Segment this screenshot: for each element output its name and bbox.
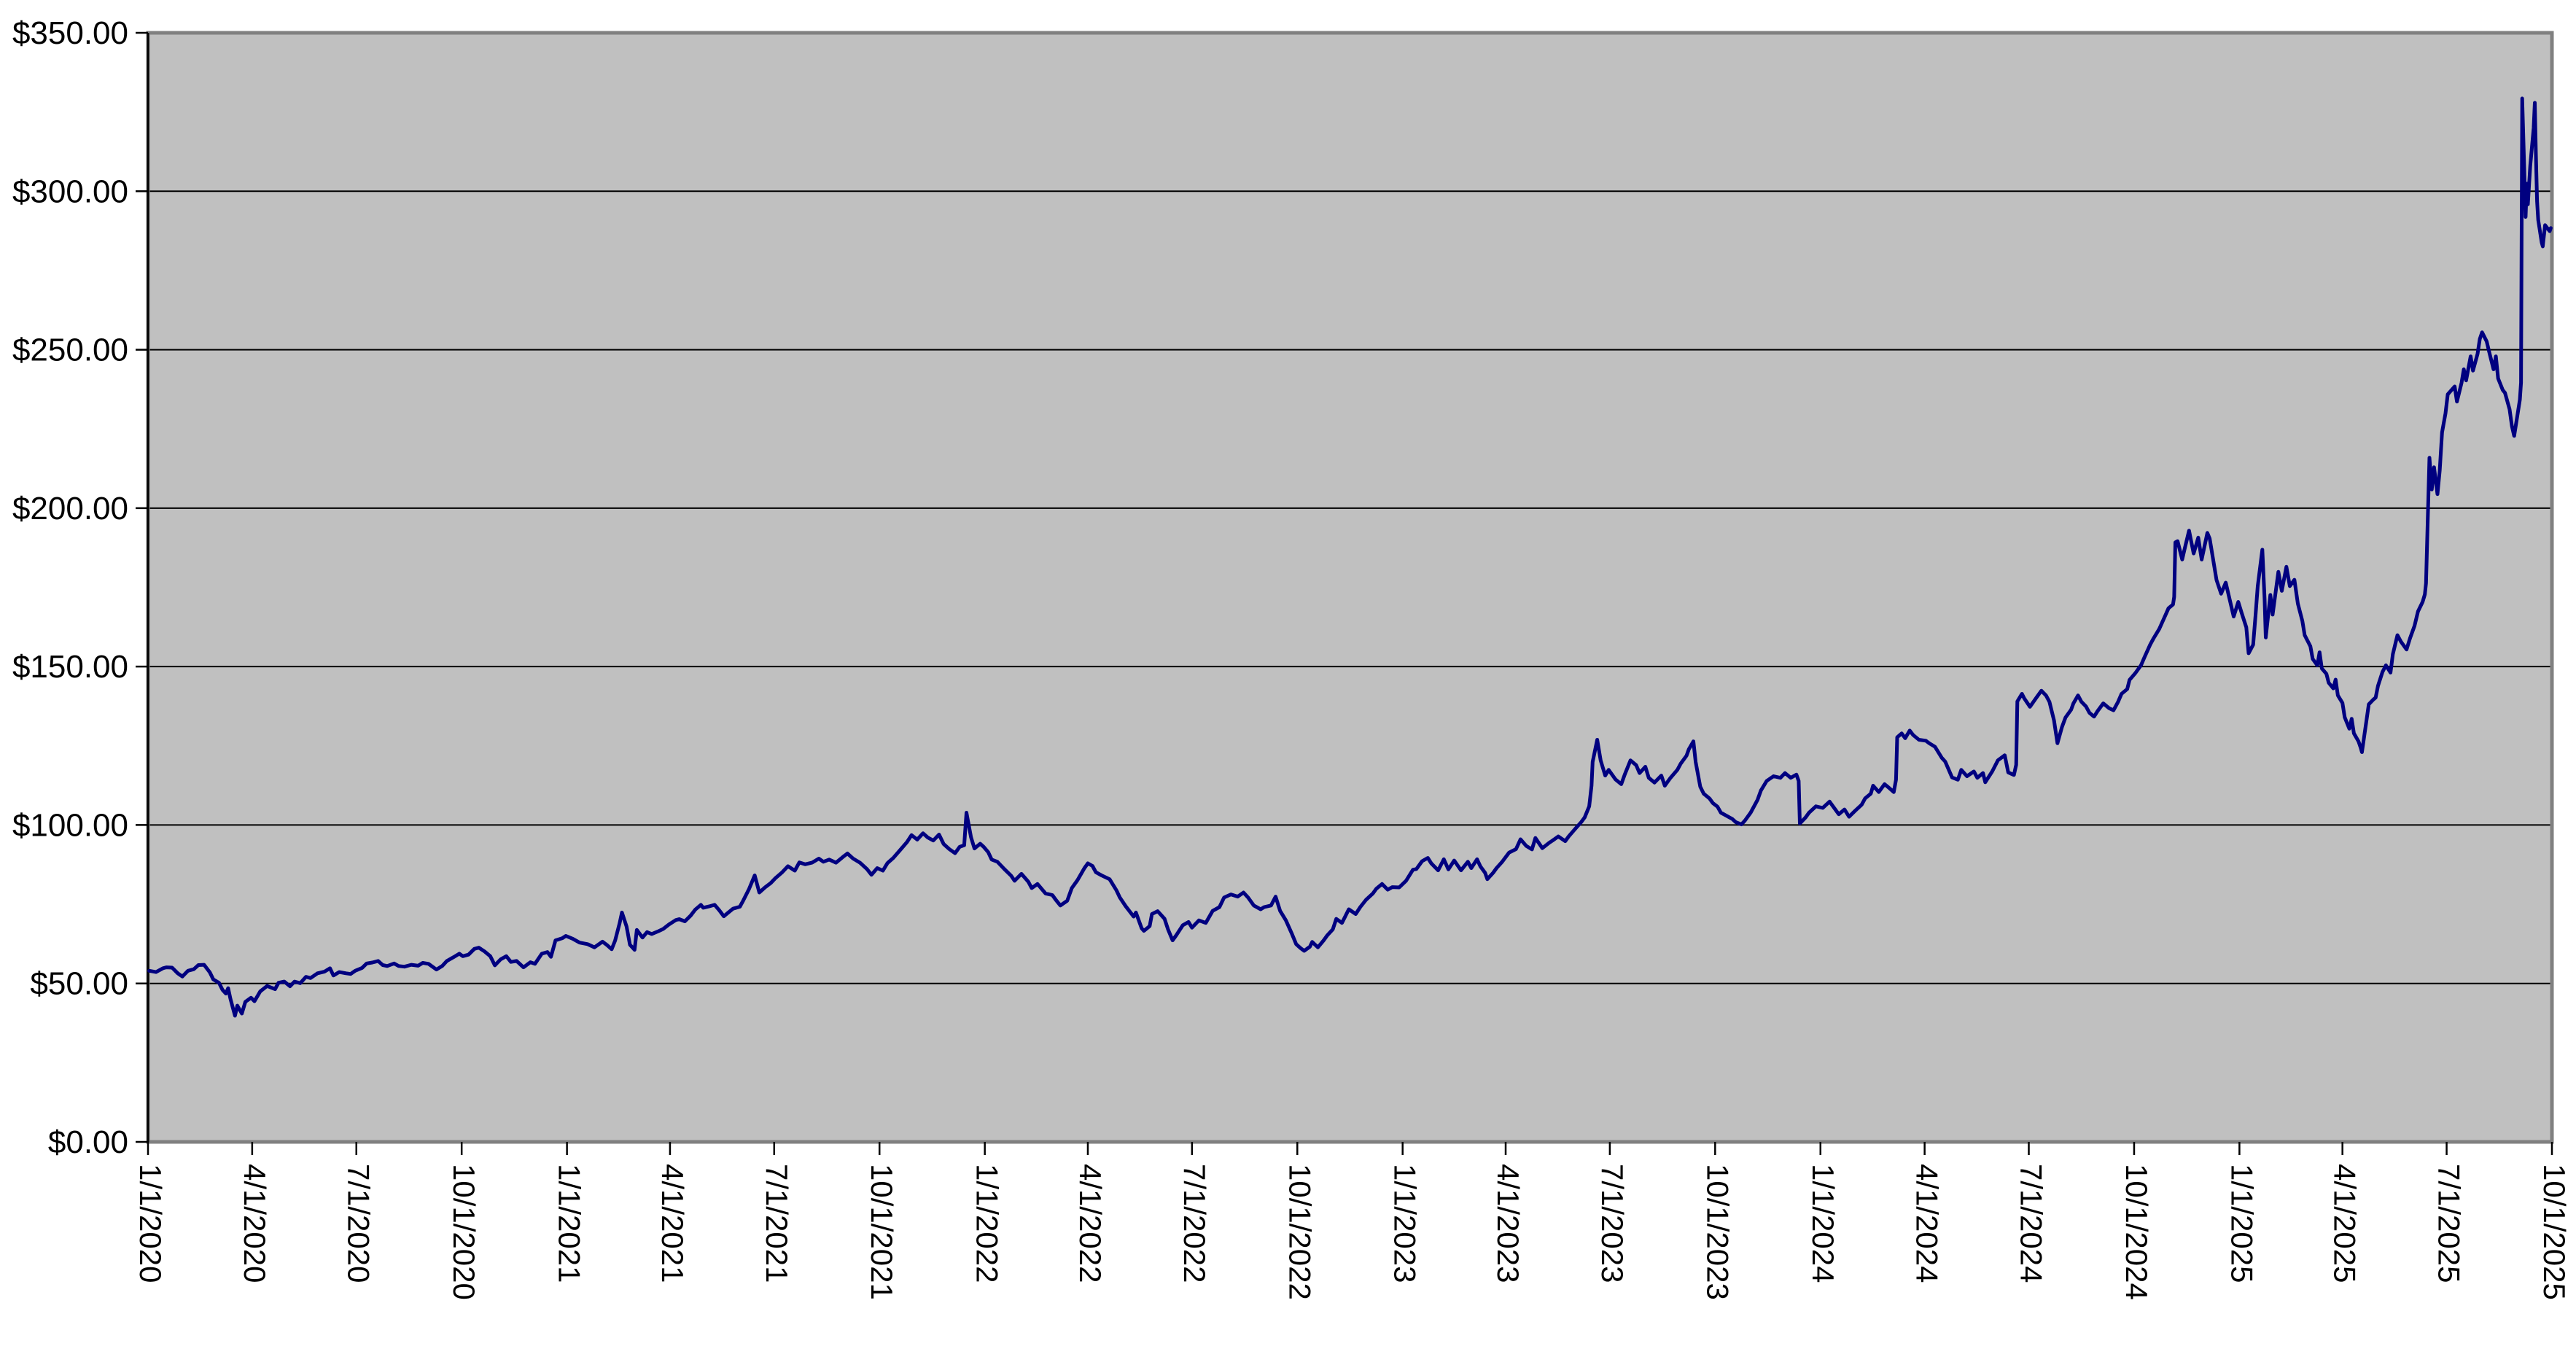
y-axis-ticks bbox=[136, 31, 148, 1143]
gridlines bbox=[148, 190, 2552, 984]
x-tick-label-1/1/2023: 1/1/2023 bbox=[1388, 1164, 1423, 1283]
x-tick-label-4/1/2024: 4/1/2024 bbox=[1910, 1164, 1945, 1283]
y-tick-label-250: $250.00 bbox=[12, 333, 128, 368]
x-tick-label-7/1/2021: 7/1/2021 bbox=[760, 1164, 794, 1283]
y-tick-label-150: $150.00 bbox=[12, 649, 128, 685]
x-tick-label-10/1/2020: 10/1/2020 bbox=[447, 1164, 481, 1300]
x-tick-label-10/1/2025: 10/1/2025 bbox=[2537, 1164, 2572, 1300]
plot-area bbox=[148, 33, 2552, 1142]
y-tick-label-0: $0.00 bbox=[48, 1124, 128, 1160]
x-axis-labels: 1/1/2020 4/1/2020 7/1/2020 10/1/2020 1/1/202… bbox=[133, 1164, 2572, 1300]
x-tick-label-4/1/2022: 4/1/2022 bbox=[1073, 1164, 1108, 1283]
price-series-line bbox=[147, 96, 2553, 1018]
x-tick-label-1/1/2020: 1/1/2020 bbox=[133, 1164, 168, 1283]
x-tick-label-7/1/2024: 7/1/2024 bbox=[2015, 1164, 2049, 1283]
x-tick-label-4/1/2023: 4/1/2023 bbox=[1491, 1164, 1525, 1283]
x-tick-label-4/1/2025: 4/1/2025 bbox=[2328, 1164, 2362, 1283]
x-tick-label-10/1/2022: 10/1/2022 bbox=[1283, 1164, 1317, 1300]
x-tick-label-4/1/2020: 4/1/2020 bbox=[238, 1164, 272, 1283]
y-tick-label-50: $50.00 bbox=[30, 966, 128, 1002]
x-tick-label-1/1/2021: 1/1/2021 bbox=[553, 1164, 587, 1283]
x-tick-label-10/1/2021: 10/1/2021 bbox=[865, 1164, 899, 1300]
x-tick-label-10/1/2023: 10/1/2023 bbox=[1700, 1164, 1735, 1300]
y-tick-label-200: $200.00 bbox=[12, 491, 128, 526]
x-tick-label-7/1/2023: 7/1/2023 bbox=[1595, 1164, 1630, 1283]
x-tick-label-1/1/2025: 1/1/2025 bbox=[2225, 1164, 2259, 1283]
y-axis-labels: $0.00 $50.00 $100.00 $150.00 $200.00 $250.00 $… bbox=[12, 15, 128, 1160]
x-tick-label-7/1/2022: 7/1/2022 bbox=[1178, 1164, 1212, 1283]
y-tick-label-350: $350.00 bbox=[12, 15, 128, 51]
x-tick-label-1/1/2022: 1/1/2022 bbox=[970, 1164, 1005, 1283]
y-tick-label-300: $300.00 bbox=[12, 174, 128, 209]
x-tick-label-7/1/2025: 7/1/2025 bbox=[2432, 1164, 2467, 1283]
y-tick-label-100: $100.00 bbox=[12, 807, 128, 843]
x-tick-label-7/1/2020: 7/1/2020 bbox=[342, 1164, 376, 1283]
plot-frame bbox=[146, 31, 2554, 1144]
x-tick-label-4/1/2021: 4/1/2021 bbox=[655, 1164, 690, 1283]
x-axis-ticks bbox=[147, 1142, 2553, 1155]
x-tick-label-10/1/2024: 10/1/2024 bbox=[2120, 1164, 2154, 1300]
x-tick-label-1/1/2024: 1/1/2024 bbox=[1806, 1164, 1840, 1283]
